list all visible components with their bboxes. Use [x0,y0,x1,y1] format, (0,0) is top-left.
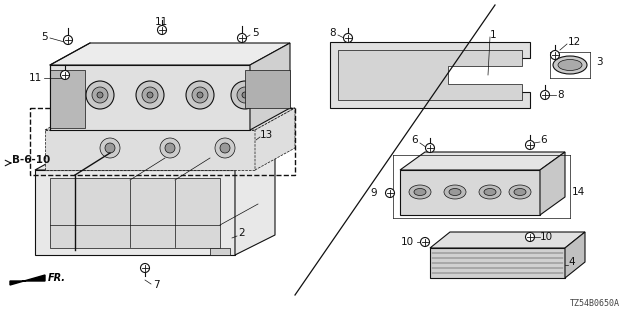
Circle shape [105,143,115,153]
Circle shape [231,81,259,109]
Polygon shape [430,248,565,278]
Circle shape [344,34,353,43]
Text: 1: 1 [490,30,497,40]
Circle shape [237,87,253,103]
Polygon shape [50,43,290,65]
Polygon shape [210,248,230,255]
Circle shape [61,70,70,79]
Circle shape [97,92,103,98]
Polygon shape [50,70,85,128]
Ellipse shape [449,188,461,196]
Circle shape [242,92,248,98]
Text: 3: 3 [596,57,603,67]
Text: 10: 10 [540,232,553,242]
Polygon shape [250,43,290,130]
Circle shape [63,36,72,44]
Polygon shape [400,170,540,215]
Circle shape [142,87,158,103]
Polygon shape [330,42,530,108]
Ellipse shape [414,188,426,196]
Polygon shape [255,108,295,170]
Circle shape [525,140,534,149]
Circle shape [220,143,230,153]
Text: 8: 8 [557,90,564,100]
Circle shape [136,81,164,109]
Polygon shape [245,70,290,108]
Polygon shape [45,108,295,130]
Ellipse shape [479,185,501,199]
Text: 9: 9 [371,188,377,198]
Text: 13: 13 [260,130,273,140]
Polygon shape [45,130,255,170]
Circle shape [86,81,114,109]
Polygon shape [10,275,45,285]
Text: 7: 7 [153,280,159,290]
Circle shape [160,138,180,158]
Text: 5: 5 [42,32,48,42]
Circle shape [147,92,153,98]
Circle shape [541,91,550,100]
Ellipse shape [509,185,531,199]
Text: 4: 4 [568,257,575,267]
Circle shape [420,237,429,246]
Polygon shape [35,170,235,255]
Text: 6: 6 [412,135,418,145]
Text: 2: 2 [238,228,244,238]
Text: 12: 12 [568,37,581,47]
Text: 8: 8 [330,28,336,38]
Text: 10: 10 [401,237,414,247]
Circle shape [92,87,108,103]
Text: 14: 14 [572,187,585,197]
Polygon shape [35,148,275,170]
Polygon shape [338,50,522,100]
Circle shape [165,143,175,153]
Text: B-6-10: B-6-10 [12,155,51,165]
Circle shape [525,233,534,242]
Ellipse shape [514,188,526,196]
Circle shape [426,143,435,153]
Text: TZ54B0650A: TZ54B0650A [570,299,620,308]
Polygon shape [50,178,220,248]
Ellipse shape [553,56,587,74]
Text: 11: 11 [29,73,42,83]
Ellipse shape [484,188,496,196]
Polygon shape [565,232,585,278]
Text: 5: 5 [252,28,259,38]
Text: 6: 6 [540,135,547,145]
Circle shape [385,188,394,197]
Circle shape [550,51,559,60]
Polygon shape [50,65,250,130]
Circle shape [237,34,246,43]
Ellipse shape [409,185,431,199]
Polygon shape [235,148,275,255]
Polygon shape [430,232,585,248]
Text: 11: 11 [155,17,168,27]
Polygon shape [400,152,565,170]
Circle shape [215,138,235,158]
Circle shape [157,26,166,35]
Circle shape [186,81,214,109]
Circle shape [141,263,150,273]
Ellipse shape [558,60,582,70]
Circle shape [192,87,208,103]
Text: FR.: FR. [48,273,66,283]
Circle shape [197,92,203,98]
Circle shape [100,138,120,158]
Ellipse shape [444,185,466,199]
Polygon shape [540,152,565,215]
